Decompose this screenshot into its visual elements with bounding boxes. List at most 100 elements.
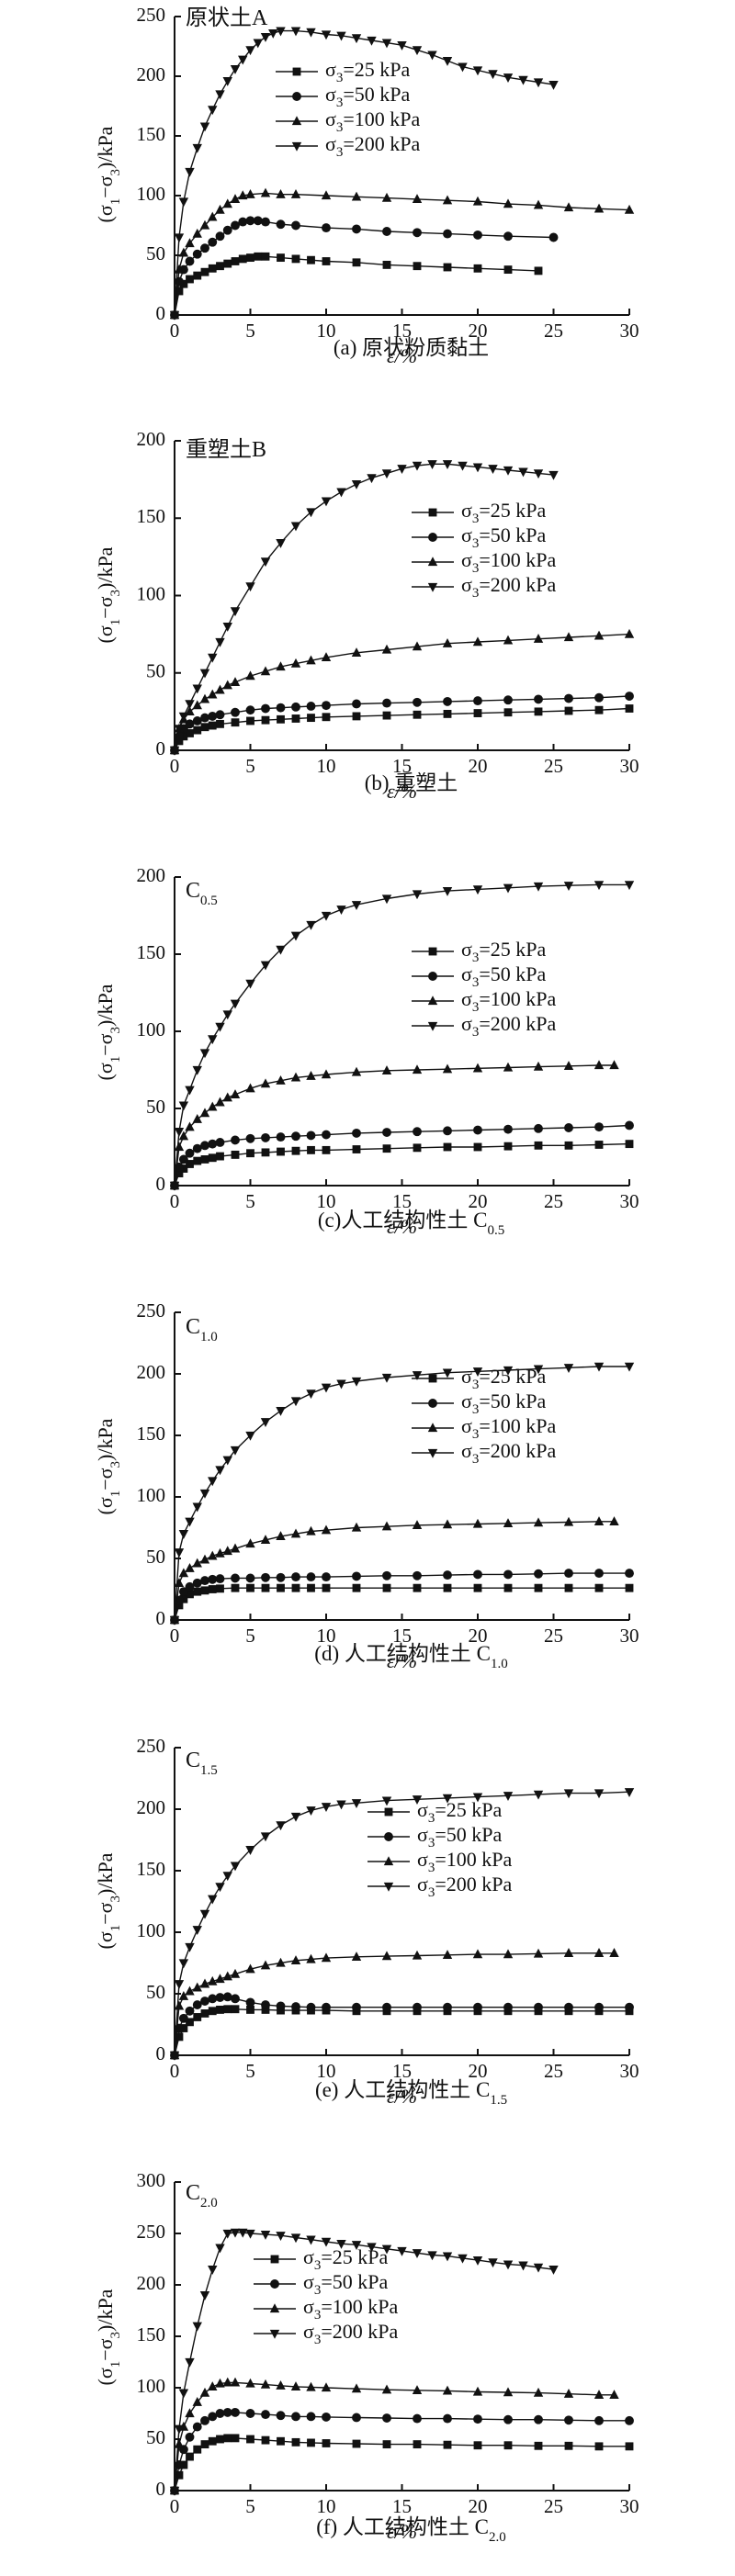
data-point: [503, 2387, 514, 2397]
data-point: [594, 2415, 604, 2425]
series-triangle-down: [169, 2228, 559, 2496]
y-tick-label: 200: [137, 2272, 166, 2294]
data-point: [192, 1143, 202, 1153]
data-point: [321, 1383, 332, 1393]
y-tick-label: 100: [137, 2375, 166, 2397]
x-tick-label: 20: [469, 2060, 488, 2082]
legend-label: σ3=50 kPa: [325, 83, 411, 110]
data-point: [564, 1583, 573, 1592]
data-point: [223, 259, 232, 268]
data-point: [245, 705, 255, 715]
series-line: [174, 1996, 629, 2056]
data-point: [336, 1800, 346, 1810]
x-tick-label: 30: [620, 755, 639, 777]
data-point: [216, 1152, 224, 1161]
data-point: [200, 243, 209, 253]
data-point: [594, 1516, 605, 1525]
data-point: [503, 1569, 513, 1580]
data-point: [306, 655, 316, 665]
data-point: [222, 2229, 232, 2239]
panel-label: C2.0: [186, 2181, 218, 2210]
data-point: [178, 2389, 189, 2399]
y-tick-label: 0: [156, 2478, 166, 2500]
data-point: [503, 2441, 513, 2450]
x-tick-label: 5: [245, 2060, 255, 2082]
legend-marker: [383, 1856, 394, 1866]
data-point: [199, 1108, 210, 1118]
data-point: [276, 188, 286, 198]
data-point: [306, 920, 316, 930]
legend-marker: [427, 557, 438, 567]
data-point: [594, 2390, 605, 2399]
data-point: [185, 1121, 195, 1131]
x-tick-label: 20: [469, 755, 488, 777]
data-point: [625, 2415, 634, 2425]
data-point: [291, 220, 300, 231]
data-point: [609, 2390, 619, 2399]
legend-label: σ3=25 kPa: [303, 2245, 389, 2273]
data-point: [231, 2407, 240, 2417]
data-point: [231, 1994, 240, 2004]
data-point: [276, 27, 286, 37]
data-point: [472, 1949, 483, 1959]
x-tick-label: 0: [170, 320, 180, 342]
data-point: [412, 1795, 423, 1805]
data-point: [306, 1806, 316, 1817]
data-point: [352, 2439, 361, 2448]
data-point: [397, 465, 407, 475]
data-point: [192, 1578, 202, 1588]
data-point: [381, 1373, 392, 1383]
data-point: [321, 1069, 332, 1079]
data-point: [192, 2000, 202, 2009]
data-point: [222, 1971, 232, 1981]
data-point: [306, 1071, 316, 1080]
data-point: [223, 2434, 232, 2443]
data-point: [208, 1585, 217, 1593]
data-point: [594, 1789, 605, 1799]
legend-marker: [428, 1399, 437, 1408]
data-point: [413, 1570, 422, 1580]
data-point: [381, 1521, 392, 1531]
data-point: [443, 2440, 452, 2449]
data-point: [442, 1368, 453, 1378]
data-point: [208, 2412, 218, 2422]
data-point: [352, 1583, 361, 1592]
legend-label: σ3=50 kPa: [417, 1823, 503, 1850]
legend-label: σ3=50 kPa: [303, 2270, 389, 2298]
y-tick-label: 150: [137, 1423, 166, 1445]
data-point: [185, 167, 195, 177]
data-point: [564, 1141, 573, 1150]
x-tick-label: 0: [170, 2060, 180, 2082]
data-point: [503, 1949, 514, 1959]
data-point: [186, 729, 194, 737]
legend-marker: [428, 947, 437, 956]
data-point: [382, 227, 391, 236]
data-point: [442, 1063, 453, 1074]
data-point: [594, 1122, 604, 1132]
series-line: [174, 219, 554, 316]
data-point: [503, 2414, 513, 2424]
data-point: [208, 1477, 218, 1487]
y-tick-label: 150: [137, 2323, 166, 2345]
data-point: [563, 1789, 574, 1799]
legend-label: σ3=100 kPa: [461, 548, 557, 576]
data-point: [367, 474, 377, 484]
data-point: [472, 885, 483, 895]
data-point: [245, 188, 255, 198]
data-point: [260, 1960, 271, 1970]
data-point: [216, 2435, 224, 2444]
data-point: [192, 143, 202, 153]
data-point: [306, 1525, 316, 1535]
x-tick-label: 30: [620, 320, 639, 342]
data-point: [178, 1101, 189, 1111]
y-tick-label: 0: [156, 1173, 166, 1195]
data-point: [215, 1466, 225, 1476]
data-point: [174, 1578, 185, 1587]
data-point: [443, 1570, 452, 1580]
data-point: [412, 194, 423, 204]
data-point: [261, 2410, 270, 2420]
series-circle: [170, 1569, 634, 1625]
legend-label: σ3=25 kPa: [461, 499, 547, 526]
data-point: [245, 1963, 255, 1974]
